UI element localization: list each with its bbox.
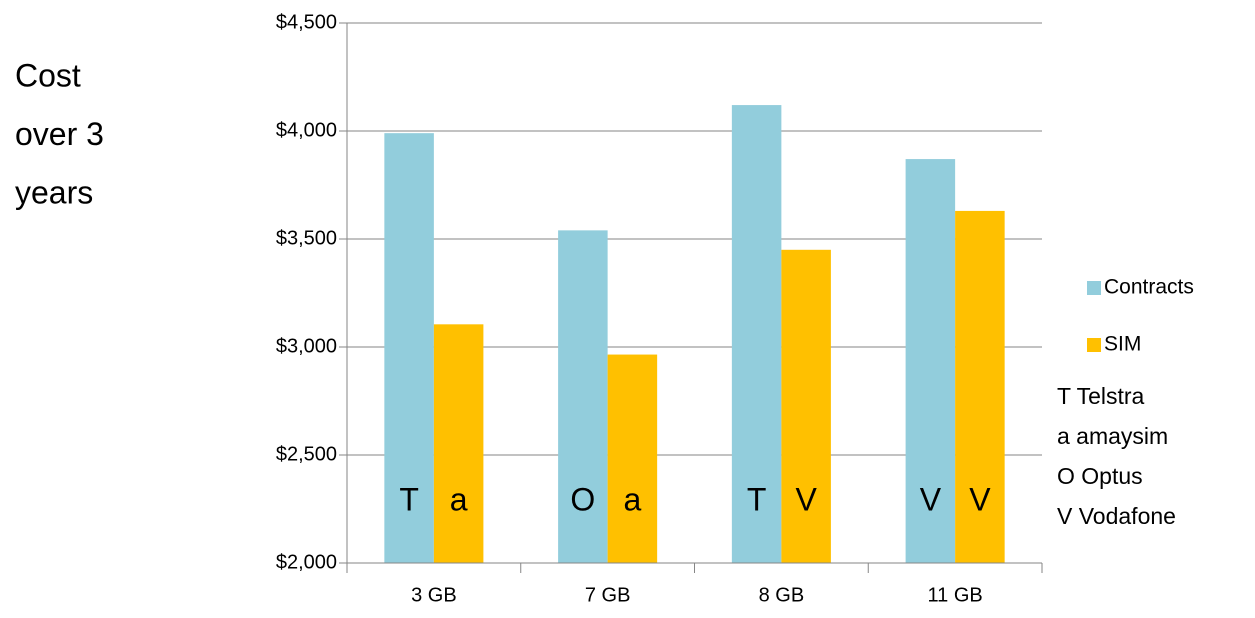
bar-letter: T	[399, 481, 419, 517]
y-tick-label: $4,000	[276, 119, 337, 141]
key-line: O Optus	[1057, 463, 1143, 489]
bar	[384, 133, 434, 563]
bar	[731, 105, 782, 563]
bar	[905, 159, 956, 563]
bar	[558, 230, 608, 564]
bar-letter: V	[920, 481, 942, 517]
key-line: V Vodafone	[1057, 503, 1176, 529]
x-tick-label: 8 GB	[759, 584, 805, 606]
bar	[781, 249, 831, 564]
bar-letter: V	[969, 481, 991, 517]
bar-letter: V	[795, 481, 817, 517]
x-tick-label: 11 GB	[928, 584, 983, 606]
y-tick-label: $3,500	[276, 227, 337, 249]
legend-label: Contracts	[1104, 276, 1194, 299]
legend-swatch	[1087, 281, 1101, 295]
key-line: a amaysim	[1057, 423, 1168, 449]
bar	[433, 324, 484, 563]
bar-letter: a	[623, 481, 641, 517]
y-axis-label: years	[15, 174, 93, 210]
y-axis-label: Cost	[15, 57, 81, 93]
x-tick-label: 7 GB	[585, 584, 631, 606]
bar-letter: T	[747, 481, 767, 517]
y-tick-label: $2,500	[276, 443, 337, 465]
legend-swatch	[1087, 338, 1101, 352]
x-tick-label: 3 GB	[411, 584, 457, 606]
bar	[955, 210, 1005, 564]
y-axis-label: over 3	[15, 116, 104, 152]
y-tick-label: $2,000	[276, 551, 337, 573]
y-tick-label: $4,500	[276, 11, 337, 33]
key-line: T Telstra	[1057, 383, 1145, 409]
bar	[607, 354, 658, 563]
legend-label: SIM	[1104, 333, 1141, 356]
bar-letter: O	[570, 481, 595, 517]
bar-letter: a	[450, 481, 468, 517]
y-tick-label: $3,000	[276, 335, 337, 357]
